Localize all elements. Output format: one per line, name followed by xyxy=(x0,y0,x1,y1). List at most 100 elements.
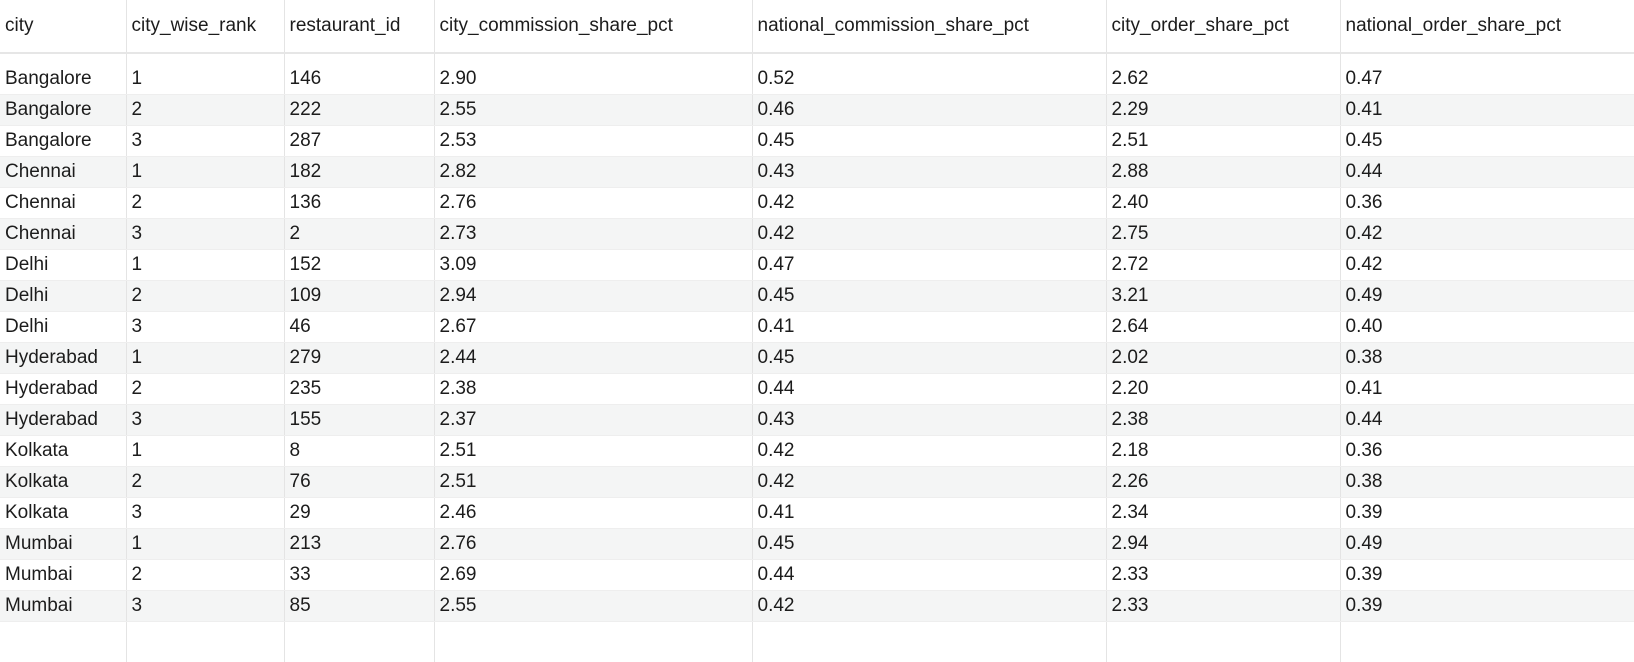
cell-city-wise-rank[interactable]: 1 xyxy=(126,64,284,95)
cell-city-wise-rank[interactable]: 2 xyxy=(126,560,284,591)
cell-city-commission-share-pct[interactable]: 2.51 xyxy=(434,436,752,467)
cell-city-wise-rank[interactable]: 3 xyxy=(126,498,284,529)
cell-national-order-share-pct[interactable]: 0.39 xyxy=(1340,498,1634,529)
cell-city-order-share-pct[interactable]: 2.20 xyxy=(1106,374,1340,405)
cell-city[interactable]: Bangalore xyxy=(0,95,126,126)
cell-city-order-share-pct[interactable]: 2.62 xyxy=(1106,64,1340,95)
cell-restaurant-id[interactable]: 29 xyxy=(284,498,434,529)
cell-city[interactable]: Hyderabad xyxy=(0,343,126,374)
cell-city-order-share-pct[interactable]: 2.26 xyxy=(1106,467,1340,498)
cell-city-wise-rank[interactable]: 2 xyxy=(126,467,284,498)
cell-city-commission-share-pct[interactable]: 3.09 xyxy=(434,250,752,281)
cell-restaurant-id[interactable]: 8 xyxy=(284,436,434,467)
cell-city-commission-share-pct[interactable]: 2.38 xyxy=(434,374,752,405)
cell-city-order-share-pct[interactable]: 2.29 xyxy=(1106,95,1340,126)
cell-city-order-share-pct[interactable]: 2.64 xyxy=(1106,312,1340,343)
cell-city[interactable]: Mumbai xyxy=(0,560,126,591)
cell-city-commission-share-pct[interactable]: 2.82 xyxy=(434,157,752,188)
cell-city-commission-share-pct[interactable]: 2.94 xyxy=(434,281,752,312)
cell-restaurant-id[interactable]: 155 xyxy=(284,405,434,436)
cell-restaurant-id[interactable]: 136 xyxy=(284,188,434,219)
cell-restaurant-id[interactable]: 213 xyxy=(284,529,434,560)
cell-national-commission-share-pct[interactable]: 0.41 xyxy=(752,312,1106,343)
cell-city-order-share-pct[interactable]: 2.72 xyxy=(1106,250,1340,281)
cell-city-commission-share-pct[interactable]: 2.73 xyxy=(434,219,752,250)
cell-city[interactable]: Kolkata xyxy=(0,498,126,529)
cell-city-commission-share-pct[interactable]: 2.67 xyxy=(434,312,752,343)
cell-national-order-share-pct[interactable]: 0.49 xyxy=(1340,281,1634,312)
cell-national-order-share-pct[interactable]: 0.41 xyxy=(1340,95,1634,126)
cell-city[interactable]: Delhi xyxy=(0,312,126,343)
cell-city[interactable]: Chennai xyxy=(0,219,126,250)
cell-restaurant-id[interactable]: 146 xyxy=(284,64,434,95)
cell-city-commission-share-pct[interactable]: 2.90 xyxy=(434,64,752,95)
cell-restaurant-id[interactable]: 287 xyxy=(284,126,434,157)
cell-city-commission-share-pct[interactable]: 2.69 xyxy=(434,560,752,591)
cell-city-wise-rank[interactable]: 1 xyxy=(126,343,284,374)
cell-city-commission-share-pct[interactable]: 2.55 xyxy=(434,95,752,126)
cell-city-order-share-pct[interactable]: 2.18 xyxy=(1106,436,1340,467)
cell-restaurant-id[interactable]: 76 xyxy=(284,467,434,498)
cell-city-wise-rank[interactable]: 2 xyxy=(126,281,284,312)
cell-city-wise-rank[interactable]: 2 xyxy=(126,95,284,126)
cell-city[interactable]: Bangalore xyxy=(0,64,126,95)
cell-national-commission-share-pct[interactable]: 0.44 xyxy=(752,560,1106,591)
cell-city-order-share-pct[interactable]: 2.88 xyxy=(1106,157,1340,188)
cell-national-commission-share-pct[interactable]: 0.43 xyxy=(752,405,1106,436)
column-header-national-order-share-pct[interactable]: national_order_share_pct xyxy=(1340,0,1634,53)
cell-city-commission-share-pct[interactable]: 2.37 xyxy=(434,405,752,436)
cell-city-order-share-pct[interactable]: 3.21 xyxy=(1106,281,1340,312)
cell-national-commission-share-pct[interactable]: 0.45 xyxy=(752,529,1106,560)
column-header-restaurant-id[interactable]: restaurant_id xyxy=(284,0,434,53)
cell-national-order-share-pct[interactable]: 0.38 xyxy=(1340,343,1634,374)
cell-city[interactable]: Hyderabad xyxy=(0,374,126,405)
cell-national-order-share-pct[interactable]: 0.42 xyxy=(1340,219,1634,250)
cell-national-commission-share-pct[interactable]: 0.46 xyxy=(752,95,1106,126)
cell-restaurant-id[interactable]: 279 xyxy=(284,343,434,374)
cell-national-commission-share-pct[interactable]: 0.52 xyxy=(752,64,1106,95)
cell-national-commission-share-pct[interactable]: 0.43 xyxy=(752,157,1106,188)
cell-city-wise-rank[interactable]: 1 xyxy=(126,529,284,560)
cell-national-order-share-pct[interactable]: 0.36 xyxy=(1340,436,1634,467)
cell-national-order-share-pct[interactable]: 0.49 xyxy=(1340,529,1634,560)
cell-city-order-share-pct[interactable]: 2.38 xyxy=(1106,405,1340,436)
cell-city[interactable]: Mumbai xyxy=(0,529,126,560)
cell-city-commission-share-pct[interactable]: 2.76 xyxy=(434,529,752,560)
cell-city[interactable]: Delhi xyxy=(0,281,126,312)
cell-national-order-share-pct[interactable]: 0.38 xyxy=(1340,467,1634,498)
cell-national-order-share-pct[interactable]: 0.41 xyxy=(1340,374,1634,405)
cell-city-order-share-pct[interactable]: 2.33 xyxy=(1106,560,1340,591)
cell-restaurant-id[interactable]: 222 xyxy=(284,95,434,126)
column-header-city-wise-rank[interactable]: city_wise_rank xyxy=(126,0,284,53)
cell-national-commission-share-pct[interactable]: 0.42 xyxy=(752,219,1106,250)
cell-city[interactable]: Chennai xyxy=(0,188,126,219)
cell-national-commission-share-pct[interactable]: 0.41 xyxy=(752,498,1106,529)
cell-national-order-share-pct[interactable]: 0.40 xyxy=(1340,312,1634,343)
column-header-city[interactable]: city xyxy=(0,0,126,53)
cell-city-order-share-pct[interactable]: 2.94 xyxy=(1106,529,1340,560)
column-header-national-commission-share-pct[interactable]: national_commission_share_pct xyxy=(752,0,1106,53)
cell-city-commission-share-pct[interactable]: 2.76 xyxy=(434,188,752,219)
cell-national-commission-share-pct[interactable]: 0.42 xyxy=(752,436,1106,467)
cell-city-wise-rank[interactable]: 3 xyxy=(126,126,284,157)
cell-national-commission-share-pct[interactable]: 0.42 xyxy=(752,188,1106,219)
column-header-city-commission-share-pct[interactable]: city_commission_share_pct xyxy=(434,0,752,53)
cell-national-commission-share-pct[interactable]: 0.42 xyxy=(752,467,1106,498)
cell-city[interactable]: Kolkata xyxy=(0,467,126,498)
cell-city-commission-share-pct[interactable]: 2.51 xyxy=(434,467,752,498)
cell-national-order-share-pct[interactable]: 0.47 xyxy=(1340,64,1634,95)
cell-national-order-share-pct[interactable]: 0.44 xyxy=(1340,405,1634,436)
cell-city[interactable]: Kolkata xyxy=(0,436,126,467)
cell-city-order-share-pct[interactable]: 2.02 xyxy=(1106,343,1340,374)
cell-national-commission-share-pct[interactable]: 0.45 xyxy=(752,343,1106,374)
